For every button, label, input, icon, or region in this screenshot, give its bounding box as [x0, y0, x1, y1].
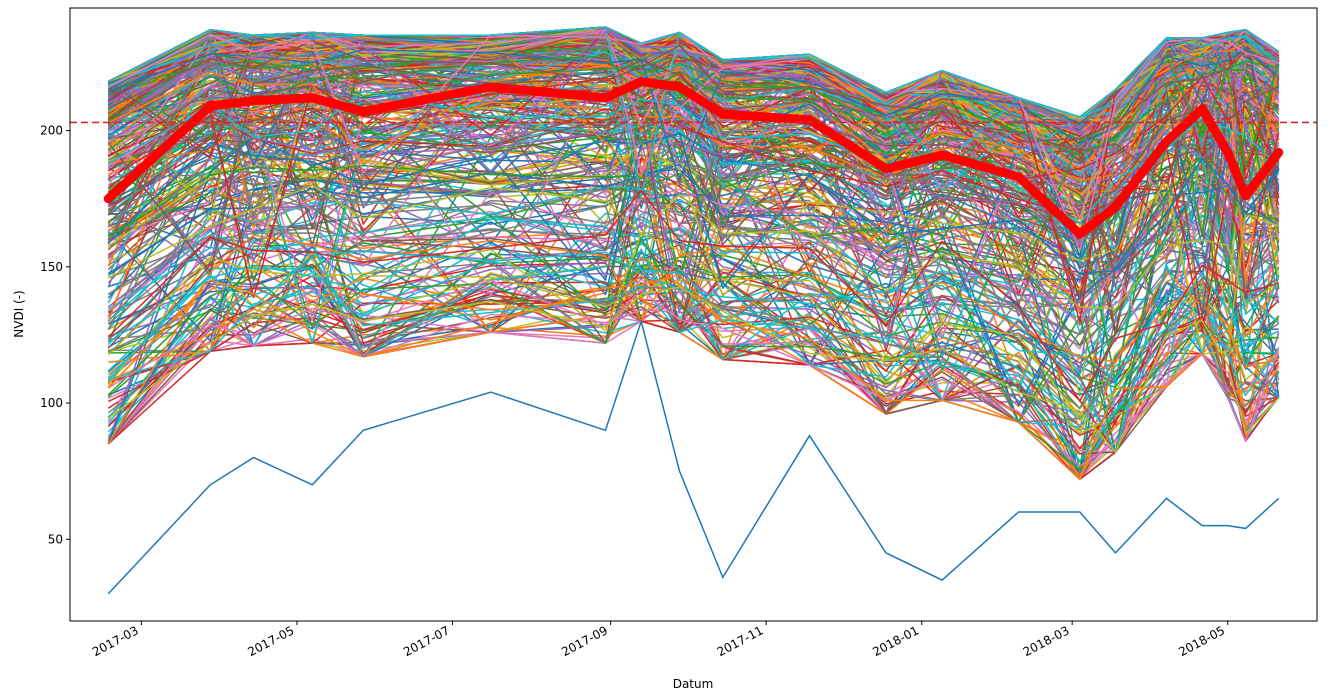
y-axis: 50 100 150 200	[40, 124, 70, 546]
pixel-series-line	[107, 234, 1280, 445]
mean-series-line	[103, 77, 1284, 239]
y-tick-label: 100	[40, 396, 63, 410]
pixel-series-line	[107, 48, 1280, 300]
x-tick-label: 2018-01	[870, 623, 921, 659]
pixel-series-line	[107, 108, 1280, 332]
pixel-series-line	[107, 163, 1280, 406]
pixel-series-line	[107, 295, 1280, 481]
pixel-series-line	[108, 47, 1280, 180]
y-axis-label: NVDI (-)	[12, 290, 26, 337]
pixel-series-line	[107, 129, 1280, 316]
x-tick-label: 2017-09	[559, 623, 610, 659]
pixel-series-line	[107, 254, 1280, 423]
x-tick-label: 2017-03	[90, 623, 141, 659]
x-tick-label: 2017-11	[715, 623, 766, 659]
pixel-series-line	[107, 142, 1279, 355]
y-tick-label: 200	[40, 124, 63, 138]
pixel-series-line	[107, 184, 1280, 310]
pixel-series-line	[108, 71, 1280, 299]
pixel-series-line	[107, 286, 1280, 453]
x-tick-label: 2017-05	[246, 623, 297, 659]
y-tick-label: 50	[48, 532, 63, 546]
lower-envelope-line	[107, 318, 1280, 595]
y-tick-label: 150	[40, 260, 63, 274]
upper-envelope-line	[107, 26, 1280, 118]
pixel-series-line	[107, 218, 1280, 428]
pixel-series-line	[107, 55, 1280, 156]
pixel-series-line	[108, 194, 1280, 423]
pixel-series-line	[107, 132, 1280, 296]
x-axis-label: Datum	[673, 677, 714, 691]
pixel-series-line	[107, 232, 1280, 421]
x-tick-label: 2018-03	[1021, 623, 1072, 659]
pixel-series-line	[108, 29, 1280, 230]
pixel-series-line	[107, 279, 1280, 467]
x-tick-label: 2017-07	[401, 623, 452, 659]
pixel-series-line	[107, 65, 1279, 339]
pixel-series-line	[108, 55, 1279, 284]
pixel-series-line	[107, 59, 1279, 170]
pixel-series-line	[107, 221, 1279, 453]
pixel-series-line	[107, 39, 1280, 143]
pixel-series-line	[107, 189, 1279, 402]
pixel-series-line	[107, 131, 1279, 382]
x-axis: 2017-03 2017-05 2017-07 2017-09 2017-11 2018-…	[90, 621, 1229, 659]
pixel-series-line	[108, 26, 1280, 120]
mean-layer	[103, 77, 1284, 239]
pixel-series-line	[107, 298, 1280, 455]
pixel-series-line	[107, 250, 1280, 453]
pixel-series-line	[108, 158, 1280, 347]
pixel-series-line	[107, 90, 1280, 225]
pixel-series-line	[107, 111, 1280, 346]
pixel-series-line	[108, 26, 1280, 197]
pixel-series-line	[107, 273, 1279, 481]
pixel-series-line	[108, 160, 1279, 402]
pixel-series-line	[107, 40, 1280, 247]
x-tick-label: 2018-05	[1176, 623, 1227, 659]
pixel-series-line	[108, 61, 1279, 280]
plot-frame	[69, 7, 1318, 622]
series-layer	[107, 26, 1280, 595]
